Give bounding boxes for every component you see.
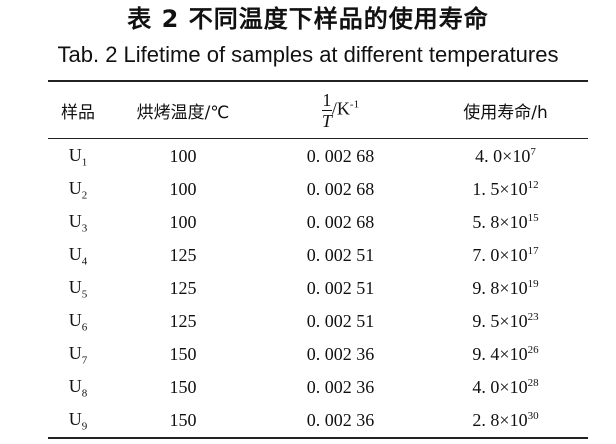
sample-cell: U6 [48,305,108,338]
sample-subscript: 9 [81,420,88,433]
sample-name: U [68,144,82,165]
inverse-temperature-cell: 0. 002 51 [306,311,375,331]
lifetime-mantissa: 4. 0×10 [475,146,531,166]
lifetime-cell: 2. 8×1030 [423,404,588,437]
lifetime-cell: 1. 5×1012 [423,173,588,206]
lifetime-mantissa: 1. 5×10 [472,179,528,199]
lifetime-mantissa: 9. 5×10 [472,311,528,331]
temperature-cell: 125 [169,311,197,331]
table-header: 样品 烘烤温度/℃ 1 T /K-1 使用寿命/h [48,82,588,138]
fraction-numerator: 1 [322,89,332,110]
table-row: U6 125 0. 002 51 9. 5×1023 [48,305,588,338]
header-lifetime: 使用寿命/h [463,102,548,123]
table-row: U9 150 0. 002 36 2. 8×1030 [48,404,588,437]
sample-cell: U9 [48,404,108,437]
temperature-cell: 150 [169,344,197,364]
sample-cell: U7 [48,338,108,371]
table-title-chinese: 表 2 不同温度下样品的使用寿命 [127,5,489,33]
sample-cell: U8 [48,371,108,404]
temperature-cell: 100 [169,212,197,232]
sample-name: U [68,243,82,264]
inverse-temperature-cell: 0. 002 68 [306,212,375,232]
lifetime-cell: 9. 8×1019 [423,272,588,305]
inverse-temperature-cell: 0. 002 36 [306,344,375,364]
sample-name: U [68,276,82,297]
lifetime-exponent: 17 [527,245,539,257]
sample-cell: U5 [48,272,108,305]
header-baking-temperature: 烘烤温度/℃ [136,102,230,123]
sample-subscript: 6 [81,321,88,334]
sample-name: U [68,375,82,396]
lifetime-cell: 4. 0×107 [423,140,588,173]
temperature-cell: 150 [169,377,197,397]
inverse-temperature-cell: 0. 002 51 [306,278,375,298]
inverse-temperature-cell: 0. 002 51 [306,245,375,265]
lifetime-exponent: 19 [527,278,539,290]
lifetime-mantissa: 9. 4×10 [472,344,528,364]
lifetime-cell: 5. 8×1015 [423,206,588,239]
sample-subscript: 8 [81,387,88,400]
sample-name: U [68,177,82,198]
lifetime-exponent: 15 [527,212,539,224]
header-sample: 样品 [61,102,95,123]
sample-subscript: 5 [81,288,88,301]
lifetime-cell: 7. 0×1017 [423,239,588,272]
sample-subscript: 7 [81,354,88,367]
sample-cell: U3 [48,206,108,239]
inverse-temperature-cell: 0. 002 68 [306,146,375,166]
table-row: U4 125 0. 002 51 7. 0×1017 [48,239,588,272]
sample-subscript: 3 [81,222,88,235]
lifetime-exponent: 12 [527,179,539,191]
sample-cell: U1 [48,140,108,173]
sample-subscript: 4 [81,255,88,268]
inverse-temperature-cell: 0. 002 36 [306,410,375,430]
table-row: U5 125 0. 002 51 9. 8×1019 [48,272,588,305]
sample-cell: U4 [48,239,108,272]
fraction-denominator: T [321,109,332,131]
lifetime-exponent: 30 [527,410,539,422]
table-header-rule [48,138,588,139]
lifetime-exponent: 26 [527,344,539,356]
table-title-english: Tab. 2 Lifetime of samples at different … [57,42,559,67]
lifetime-cell: 4. 0×1028 [423,371,588,404]
temperature-cell: 125 [169,278,197,298]
temperature-cell: 125 [169,245,197,265]
sample-name: U [68,309,82,330]
sample-name: U [68,342,82,363]
sample-subscript: 2 [81,189,88,202]
table-row: U3 100 0. 002 68 5. 8×1015 [48,206,588,239]
inverse-temperature-cell: 0. 002 36 [306,377,375,397]
temperature-cell: 100 [169,179,197,199]
table-row: U8 150 0. 002 36 4. 0×1028 [48,371,588,404]
lifetime-mantissa: 7. 0×10 [472,245,528,265]
table-row: U2 100 0. 002 68 1. 5×1012 [48,173,588,206]
sample-name: U [68,210,82,231]
inverse-temperature-cell: 0. 002 68 [306,179,375,199]
lifetime-exponent: 23 [527,311,539,323]
sample-cell: U2 [48,173,108,206]
temperature-cell: 150 [169,410,197,430]
sample-name: U [68,408,82,429]
table-bottom-rule [48,437,588,439]
lifetime-exponent: 28 [527,377,539,389]
table-row: U7 150 0. 002 36 9. 4×1026 [48,338,588,371]
table-top-rule [48,80,588,82]
lifetime-mantissa: 2. 8×10 [472,410,528,430]
lifetime-exponent: 7 [530,146,536,158]
table-row: U1 100 0. 002 68 4. 0×107 [48,140,588,173]
inverse-temperature-unit: /K [331,98,350,119]
lifetime-mantissa: 9. 8×10 [472,278,528,298]
inverse-temperature-unit-exponent: -1 [349,98,360,111]
header-inverse-temperature: 1 T /K-1 [258,82,423,138]
inverse-temperature-fraction: 1 T [321,89,332,131]
table-body: U1 100 0. 002 68 4. 0×107 U2 100 0. 002 68 1. 5… [48,140,588,437]
sample-subscript: 1 [81,156,88,169]
lifetime-mantissa: 4. 0×10 [472,377,528,397]
lifetime-cell: 9. 4×1026 [423,338,588,371]
lifetime-mantissa: 5. 8×10 [472,212,528,232]
lifetime-cell: 9. 5×1023 [423,305,588,338]
temperature-cell: 100 [169,146,197,166]
